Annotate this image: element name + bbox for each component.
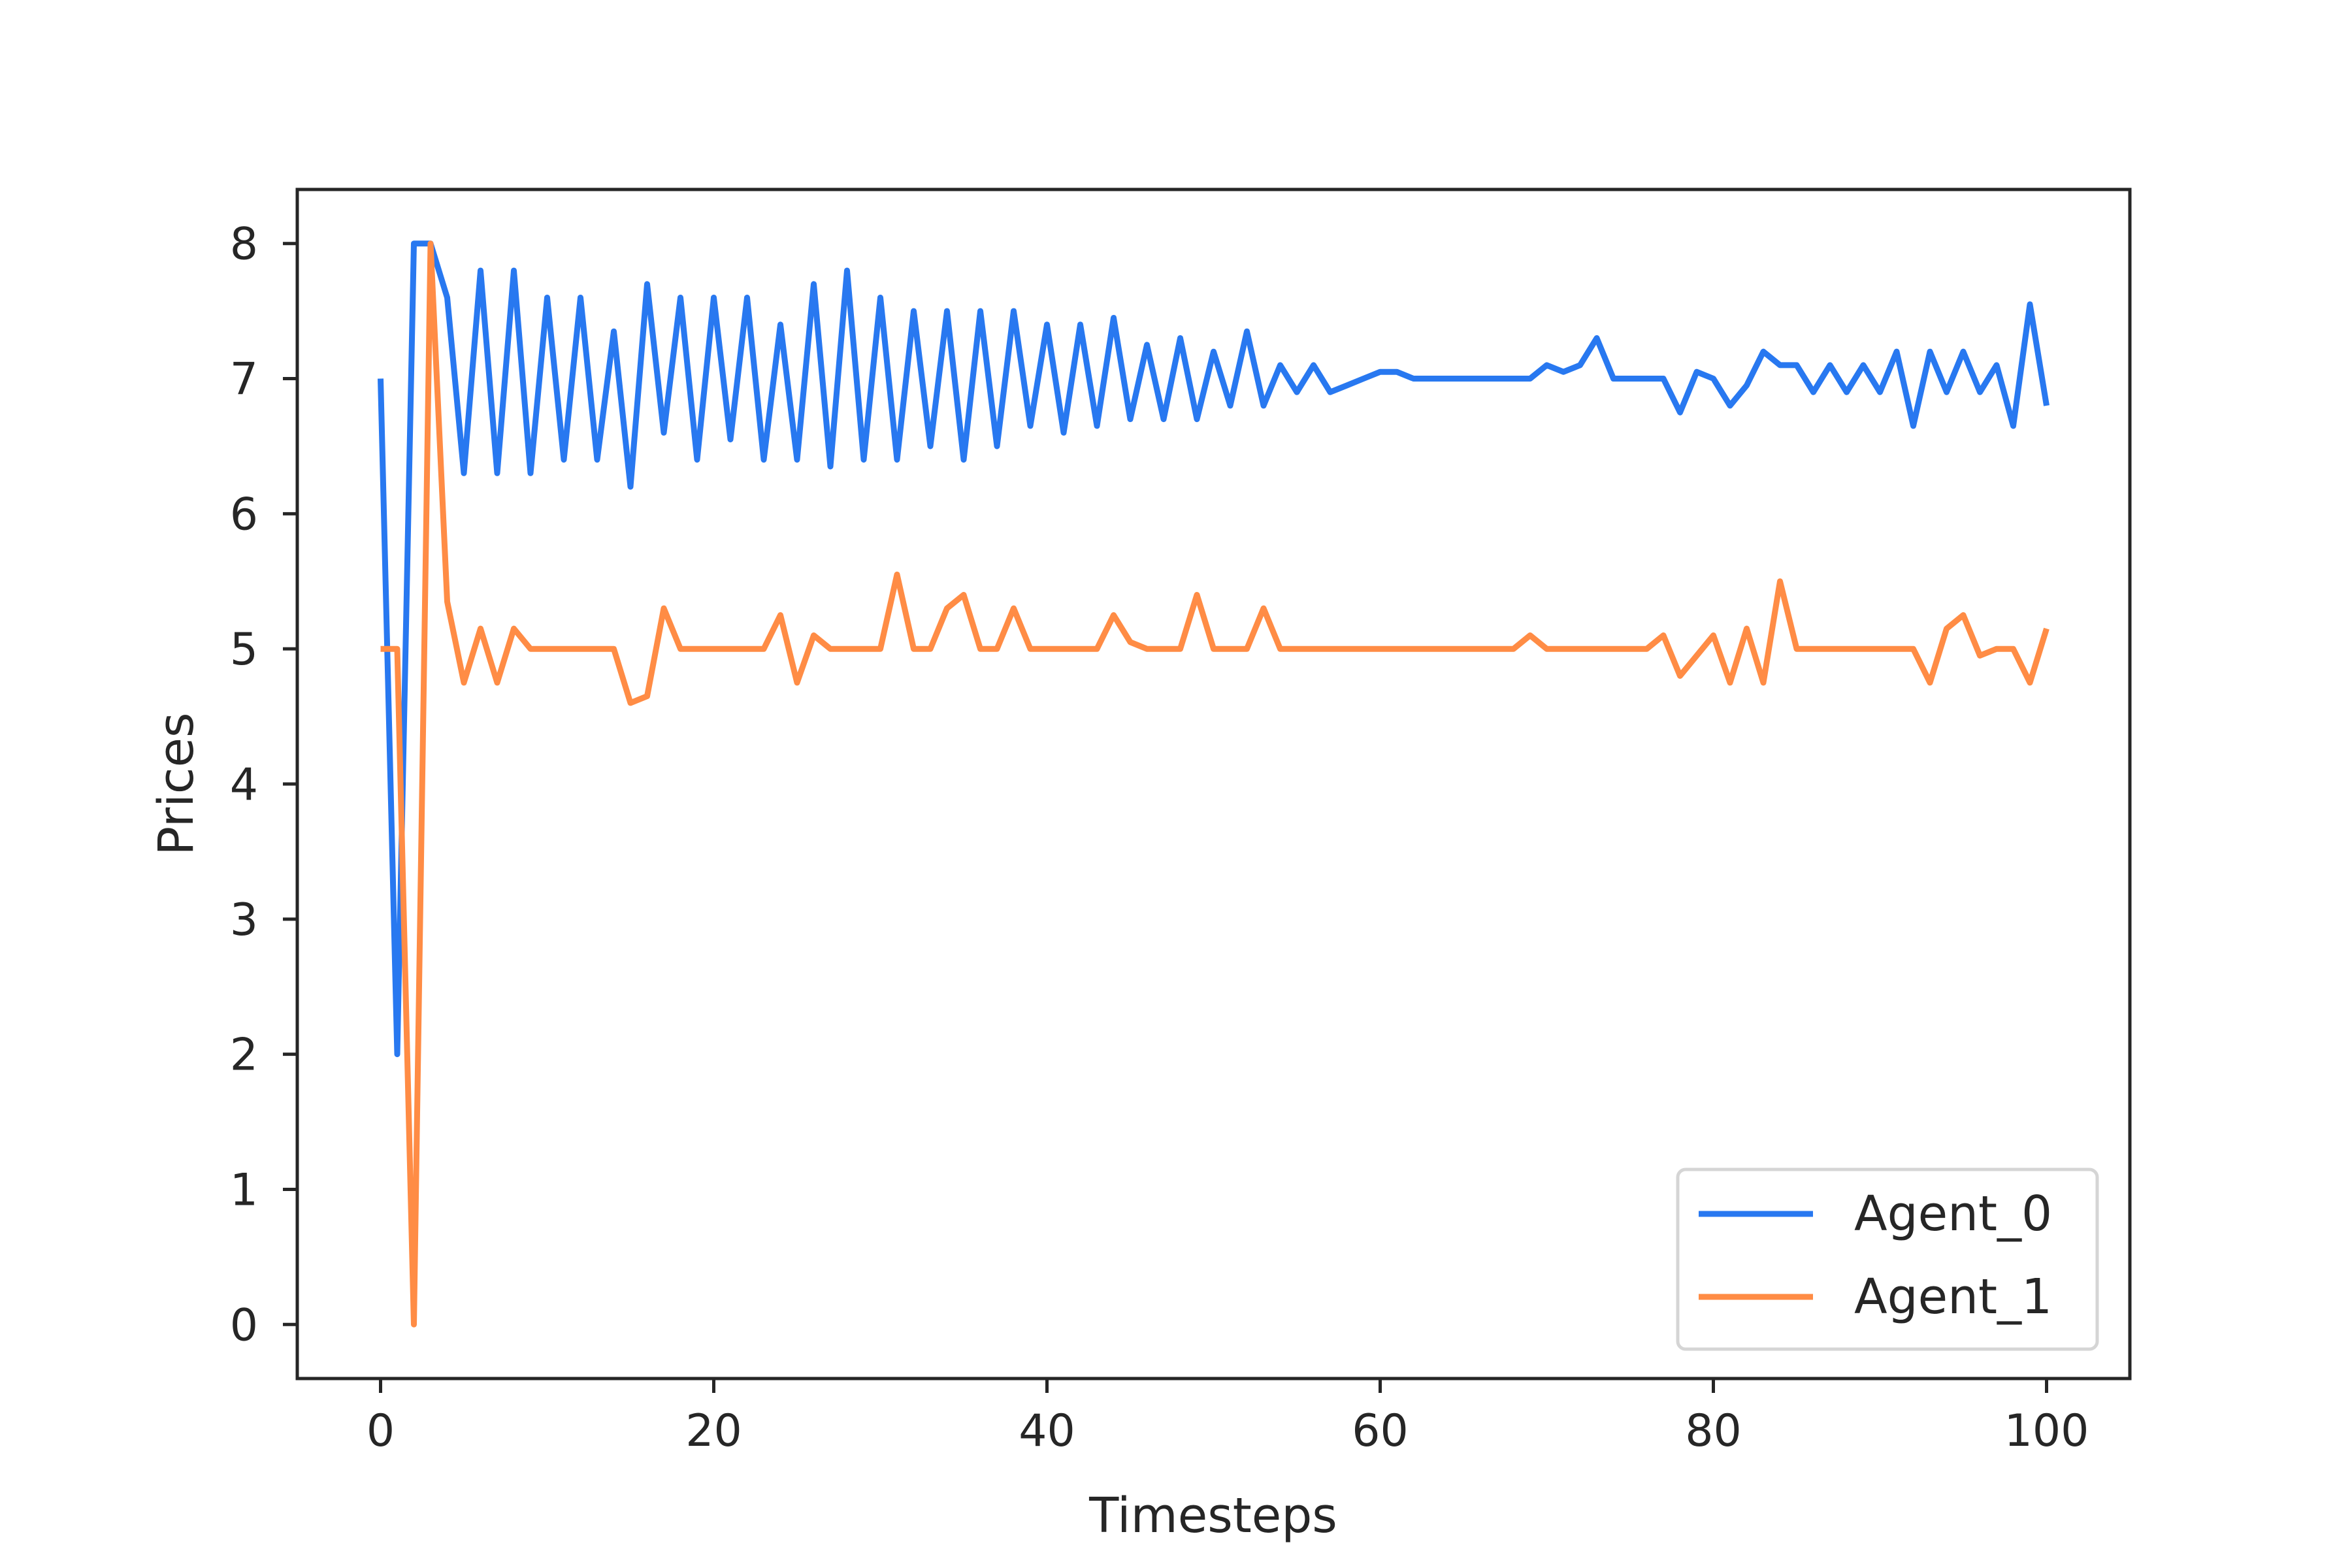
y-tick-label: 8	[230, 219, 258, 270]
x-tick-label: 0	[367, 1405, 395, 1457]
x-axis-label: Timesteps	[1088, 1488, 1337, 1544]
x-axis: 0 20 40 60 80 100	[367, 1379, 2089, 1457]
series-layer	[378, 240, 2050, 1328]
y-tick-label: 4	[230, 759, 258, 811]
y-tick-label: 7	[230, 354, 258, 406]
y-tick-label: 0	[230, 1299, 258, 1351]
x-tick-label: 80	[1685, 1405, 1742, 1457]
x-tick-label: 60	[1352, 1405, 1409, 1457]
legend-label-agent-0: Agent_0	[1854, 1186, 2052, 1242]
y-axis: 0 1 2 3 4 5 6 7 8	[230, 219, 297, 1351]
series-line-agent-0	[378, 240, 2050, 1058]
y-tick-label: 6	[230, 489, 258, 540]
y-tick-label: 3	[230, 894, 258, 946]
x-tick-label: 40	[1019, 1405, 1075, 1457]
series-line-agent-1	[380, 240, 2050, 1328]
y-tick-label: 1	[230, 1164, 258, 1216]
y-tick-label: 2	[230, 1030, 258, 1081]
legend-label-agent-1: Agent_1	[1854, 1269, 2052, 1325]
legend: Agent_0 Agent_1	[1676, 1168, 2099, 1351]
y-tick-label: 5	[230, 624, 258, 676]
y-axis-label: Prices	[148, 712, 204, 855]
x-tick-label: 100	[2004, 1405, 2089, 1457]
x-tick-label: 20	[685, 1405, 742, 1457]
